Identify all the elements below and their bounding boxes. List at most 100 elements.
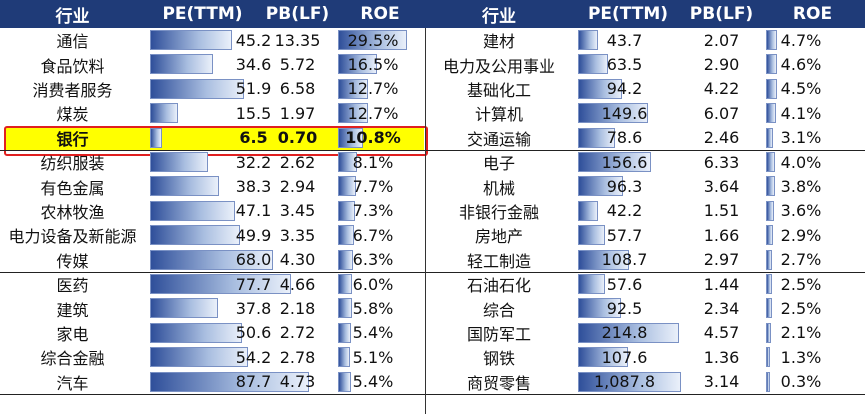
industry-cell: 通信 <box>56 32 89 52</box>
industry-cell: 电子 <box>482 154 515 174</box>
group-separator <box>0 149 865 151</box>
pe-bar <box>578 298 622 319</box>
pe-value: 32.2 <box>235 152 272 172</box>
industry-cell: 计算机 <box>474 105 523 125</box>
roe-value: 7.3% <box>352 201 394 221</box>
industry-cell: 交通运输 <box>466 129 531 149</box>
pe-value: 49.9 <box>235 225 272 245</box>
pb-value: 3.45 <box>279 201 316 221</box>
roe-bar <box>338 78 368 99</box>
roe-value: 4.0% <box>780 152 822 172</box>
pe-bar <box>150 322 242 343</box>
pe-value: 6.5 <box>239 128 268 148</box>
roe-value: 12.7% <box>347 79 399 99</box>
roe-value: 2.5% <box>780 299 822 319</box>
roe-value: 2.1% <box>780 323 822 343</box>
industry-cell: 纺织服装 <box>40 154 105 174</box>
industry-cell: 农林牧渔 <box>40 202 105 222</box>
header-pe-right: PE(TTM) <box>573 0 683 28</box>
pe-value: 77.7 <box>235 274 272 294</box>
roe-value: 8.1% <box>352 152 394 172</box>
roe-bar <box>766 176 775 197</box>
pe-value: 94.2 <box>606 79 643 99</box>
pb-value: 0.70 <box>277 128 318 148</box>
pe-value: 51.9 <box>235 79 272 99</box>
pb-value: 2.72 <box>279 323 316 343</box>
pe-bar <box>150 152 209 172</box>
roe-value: 4.1% <box>780 103 822 123</box>
pe-bar <box>150 127 162 148</box>
pb-value: 1.66 <box>703 225 740 245</box>
pe-bar <box>150 176 220 197</box>
industry-cell: 石油石化 <box>466 276 531 296</box>
pe-bar <box>150 249 273 270</box>
roe-value: 3.6% <box>780 201 822 221</box>
roe-bar <box>338 103 368 124</box>
pe-bar <box>150 274 291 294</box>
roe-value: 12.7% <box>347 103 399 123</box>
pe-bar <box>578 274 605 294</box>
industry-cell: 食品饮料 <box>40 56 105 76</box>
pe-value: 54.2 <box>235 347 272 367</box>
pe-bar <box>578 225 605 246</box>
pb-value: 2.07 <box>703 30 740 50</box>
industry-cell: 医药 <box>56 276 89 296</box>
pb-value: 13.35 <box>274 30 321 50</box>
industry-cell: 基础化工 <box>466 80 531 100</box>
pe-bar <box>150 347 248 368</box>
roe-bar <box>338 225 354 246</box>
pb-value: 6.33 <box>703 152 740 172</box>
pb-value: 2.94 <box>279 177 316 197</box>
pe-value: 15.5 <box>235 103 272 123</box>
roe-value: 6.0% <box>352 274 394 294</box>
pe-value: 1,087.8 <box>593 372 656 392</box>
pb-value: 6.58 <box>279 79 316 99</box>
pe-value: 63.5 <box>606 55 643 75</box>
roe-bar <box>766 127 774 148</box>
header-pb-left: PB(LF) <box>260 0 335 28</box>
roe-value: 4.6% <box>780 55 822 75</box>
pb-value: 1.44 <box>703 274 740 294</box>
roe-bar <box>338 30 407 50</box>
roe-value: 2.9% <box>780 225 822 245</box>
pe-bar <box>578 249 629 270</box>
industry-cell: 银行 <box>56 129 89 149</box>
pe-bar <box>578 103 649 124</box>
pe-value: 57.7 <box>606 225 643 245</box>
roe-value: 6.7% <box>352 225 394 245</box>
roe-bar <box>766 371 770 392</box>
industry-cell: 有色金属 <box>40 178 105 198</box>
header-industry-left: 行业 <box>0 0 145 28</box>
pe-value: 34.6 <box>235 55 272 75</box>
industry-cell: 电力设备及新能源 <box>8 227 137 247</box>
industry-cell: 消费者服务 <box>32 80 113 100</box>
industry-cell: 传媒 <box>56 251 89 271</box>
roe-value: 7.7% <box>352 177 394 197</box>
roe-bar <box>766 347 770 368</box>
roe-value: 4.7% <box>780 30 822 50</box>
roe-bar <box>766 103 776 124</box>
roe-bar <box>338 152 357 172</box>
roe-bar <box>766 274 772 294</box>
roe-value: 3.8% <box>780 177 822 197</box>
roe-bar <box>338 54 377 75</box>
pe-bar <box>578 54 608 75</box>
roe-bar <box>338 176 356 197</box>
pe-value: 214.8 <box>601 323 648 343</box>
pe-value: 108.7 <box>601 250 648 270</box>
roe-bar <box>766 152 776 172</box>
column-divider <box>425 28 426 414</box>
header-roe-right: ROE <box>760 0 865 28</box>
pb-value: 1.97 <box>279 103 316 123</box>
roe-bar <box>338 298 352 319</box>
pe-value: 68.0 <box>235 250 272 270</box>
roe-value: 2.7% <box>780 250 822 270</box>
highlight-outline <box>4 125 428 156</box>
pe-bar <box>150 78 244 99</box>
roe-bar <box>766 322 771 343</box>
pe-bar <box>150 54 213 75</box>
industry-cell: 汽车 <box>56 373 89 393</box>
pe-value: 156.6 <box>601 152 648 172</box>
pe-value: 43.7 <box>606 30 643 50</box>
pe-value: 42.2 <box>606 201 643 221</box>
